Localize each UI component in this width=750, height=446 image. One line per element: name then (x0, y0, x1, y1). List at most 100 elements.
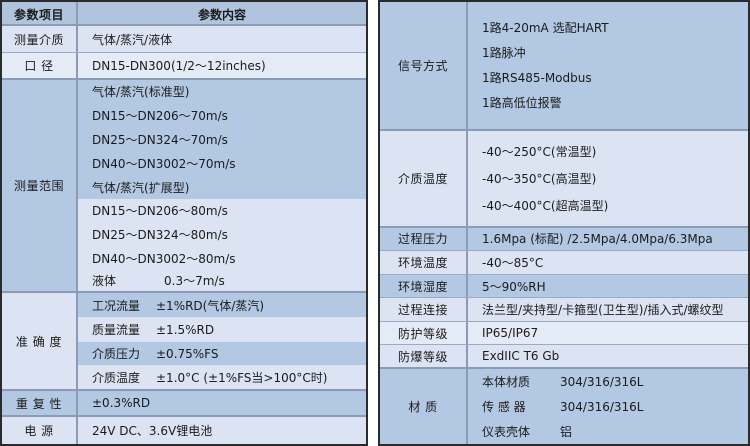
range-line-key: DN40～DN300 (92, 251, 179, 266)
row-label-ambient-humidity: 环境湿度 (380, 274, 468, 298)
accuracy-line-key: 工况流量 (92, 298, 141, 313)
table-group-medium-temperature: 介质温度 -40～250°C(常温型) -40～350°C(高温型) -40～4… (380, 130, 748, 228)
material-line-key: 本体材质 (482, 375, 531, 390)
material-line: 本体材质 304/316/316L (468, 369, 748, 394)
range-line: 气体/蒸汽(标准型) (78, 80, 366, 104)
material-line-value: 铝 (560, 425, 573, 440)
range-line-key: DN40～DN300 (92, 156, 179, 171)
range-line-key: 液体 (92, 274, 117, 289)
row-value-measured-medium: 气体/蒸汽/液体 (92, 32, 173, 47)
accuracy-line: 介质压力 ±0.75%FS (78, 341, 366, 366)
range-line-key: DN25～DN32 (92, 132, 171, 147)
range-line-key: DN15～DN20 (92, 109, 171, 124)
row-value-diameter: DN15-DN300(1/2～12inches) (92, 59, 266, 73)
material-line: 仪表壳体 铝 (468, 419, 748, 444)
row-label-signal-output: 信号方式 (380, 2, 468, 129)
range-line: 气体/蒸汽(扩展型) (78, 175, 366, 199)
range-line-value: 4～70m/s (170, 132, 228, 147)
accuracy-line: 介质温度 ±1.0°C (±1%FS当>100°C时) (78, 365, 366, 389)
range-line: DN40～DN300 2～80m/s (78, 246, 366, 271)
row-value-power-supply: 24V DC、3.6V锂电池 (92, 424, 213, 438)
accuracy-line-key: 质量流量 (92, 323, 141, 338)
table-row-process-connection: 过程连接 法兰型/夹持型/卡箍型(卫生型)/插入式/螺纹型 (380, 298, 748, 322)
range-line: DN15～DN20 6～80m/s (78, 198, 366, 223)
row-label-measuring-range: 测量范围 (2, 80, 78, 291)
left-table-header-row: 参数项目 参数内容 (2, 2, 366, 26)
left-spec-table: 参数项目 参数内容 测量介质 气体/蒸汽/液体 口 径 DN15-DN300(1… (0, 0, 368, 446)
table-row-ambient-temperature: 环境温度 -40～85°C (380, 251, 748, 275)
table-group-accuracy: 准 确 度 工况流量 ±1%RD(气体/蒸汽) 质量流量 ±1.5%RD 介质压… (2, 293, 366, 391)
accuracy-line: 质量流量 ±1.5%RD (78, 317, 366, 342)
accuracy-line-value: ±0.75%FS (156, 346, 219, 361)
signal-output-lines: 1路4-20mA 选配HART 1路脉冲 1路RS485-Modbus 1路高低… (468, 2, 748, 129)
range-line: DN40～DN300 2～70m/s (78, 151, 366, 176)
row-value-ambient-temperature: -40～85°C (482, 256, 544, 270)
range-line-value: 2～70m/s (178, 156, 236, 171)
row-label-process-pressure: 过程压力 (380, 227, 468, 251)
accuracy-line-value: ±1%RD(气体/蒸汽) (156, 298, 265, 313)
accuracy-line-value: ±1.0°C (±1%FS当>100°C时) (156, 370, 328, 385)
row-value-ambient-humidity: 5～90%RH (482, 279, 546, 294)
row-value-protection-grade: IP65/IP67 (482, 326, 539, 341)
row-value-process-connection: 法兰型/夹持型/卡箍型(卫生型)/插入式/螺纹型 (482, 303, 724, 318)
row-value-process-pressure: 1.6Mpa (标配) /2.5Mpa/4.0Mpa/6.3Mpa (482, 232, 713, 247)
header-col-parameter-content: 参数内容 (197, 7, 246, 22)
row-label-accuracy: 准 确 度 (2, 293, 78, 389)
accuracy-line-value: ±1.5%RD (156, 322, 215, 337)
accuracy-line-key: 介质压力 (92, 347, 141, 362)
row-label-protection-grade: 防护等级 (380, 321, 468, 345)
range-line: 液体 0.3～7m/s (78, 270, 366, 292)
range-line: DN25～DN32 4～70m/s (78, 127, 366, 152)
row-label-ambient-temperature: 环境温度 (380, 251, 468, 274)
row-label-diameter: 口 径 (2, 53, 78, 78)
range-line-key: DN25～DN32 (92, 228, 171, 243)
row-label-measured-medium: 测量介质 (2, 26, 78, 52)
range-line-key: DN15～DN20 (92, 204, 171, 219)
table-row-repeatability: 重 复 性 ±0.3%RD (2, 391, 366, 417)
row-label-repeatability: 重 复 性 (2, 391, 78, 415)
medium-temperature-lines: -40～250°C(常温型) -40～350°C(高温型) -40～400°C(… (468, 130, 748, 226)
right-spec-table: 信号方式 1路4-20mA 选配HART 1路脉冲 1路RS485-Modbus… (378, 0, 750, 446)
table-row-ambient-humidity: 环境湿度 5～90%RH (380, 274, 748, 299)
range-line-value: 2～80m/s (178, 251, 236, 266)
range-line-value: 6～80m/s (170, 204, 228, 219)
range-line: DN25～DN32 4～80m/s (78, 222, 366, 247)
range-line-key: 气体/蒸汽(标准型) (92, 85, 190, 100)
signal-line: 1路高低位报警 (482, 96, 562, 111)
material-line-key: 仪表壳体 (482, 425, 531, 440)
range-line: DN15～DN20 6～70m/s (78, 103, 366, 128)
table-group-signal-output: 信号方式 1路4-20mA 选配HART 1路脉冲 1路RS485-Modbus… (380, 2, 748, 131)
material-line-key: 传 感 器 (482, 400, 526, 415)
signal-line: 1路RS485-Modbus (482, 71, 592, 86)
row-label-explosion-proof-grade: 防爆等级 (380, 345, 468, 368)
medium-temp-line: -40～400°C(超高温型) (482, 198, 609, 213)
header-col-parameter-item: 参数项目 (2, 2, 78, 26)
table-row-diameter: 口 径 DN15-DN300(1/2～12inches) (2, 53, 366, 80)
accuracy-line-key: 介质温度 (92, 370, 141, 385)
table-row-process-pressure: 过程压力 1.6Mpa (标配) /2.5Mpa/4.0Mpa/6.3Mpa (380, 227, 748, 252)
table-row-measured-medium: 测量介质 气体/蒸汽/液体 (2, 26, 366, 53)
measuring-range-lines: 气体/蒸汽(标准型) DN15～DN20 6～70m/s DN25～DN32 4… (78, 80, 366, 292)
table-row-explosion-proof-grade: 防爆等级 ExdIIC T6 Gb (380, 345, 748, 370)
material-line-value: 304/316/316L (560, 399, 644, 414)
range-line-value: 0.3～7m/s (164, 274, 225, 289)
signal-line: 1路脉冲 (482, 46, 526, 61)
row-label-power-supply: 电 源 (2, 417, 78, 444)
table-row-power-supply: 电 源 24V DC、3.6V锂电池 (2, 417, 366, 444)
table-group-material: 材 质 本体材质 304/316/316L 传 感 器 304/316/316L… (380, 369, 748, 445)
row-label-material: 材 质 (380, 369, 468, 445)
row-value-repeatability: ±0.3%RD (92, 396, 151, 410)
medium-temp-line: -40～250°C(常温型) (482, 144, 597, 159)
row-value-explosion-proof-grade: ExdIIC T6 Gb (482, 349, 560, 364)
medium-temp-line: -40～350°C(高温型) (482, 171, 597, 186)
table-row-protection-grade: 防护等级 IP65/IP67 (380, 321, 748, 346)
material-line: 传 感 器 304/316/316L (468, 394, 748, 419)
accuracy-line: 工况流量 ±1%RD(气体/蒸汽) (78, 293, 366, 318)
row-label-medium-temperature: 介质温度 (380, 130, 468, 226)
range-line-value: 6～70m/s (170, 109, 228, 124)
material-line-value: 304/316/316L (560, 374, 644, 389)
row-label-process-connection: 过程连接 (380, 298, 468, 321)
material-lines: 本体材质 304/316/316L 传 感 器 304/316/316L 仪表壳… (468, 369, 748, 445)
table-group-measuring-range: 测量范围 气体/蒸汽(标准型) DN15～DN20 6～70m/s DN25～D… (2, 80, 366, 293)
